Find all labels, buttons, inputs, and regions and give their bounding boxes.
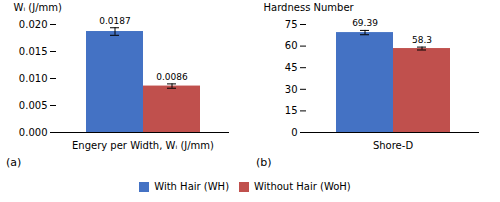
svg-text:Shore-D: Shore-D [373,140,413,151]
svg-text:Hardness Number: Hardness Number [264,2,355,13]
svg-text:15: 15 [285,105,298,116]
svg-text:0.005: 0.005 [19,100,48,111]
html-text:(a): (a) [6,156,22,169]
svg-text:45: 45 [285,62,298,73]
html-text:With Hair (WH): With Hair (WH) [154,181,229,192]
svg-text:0.000: 0.000 [19,127,48,138]
svg-text:Engery per Width, Wᵢ (J/mm): Engery per Width, Wᵢ (J/mm) [72,140,214,151]
svg-text:30: 30 [285,84,298,95]
svg-text:58.3: 58.3 [412,35,432,45]
svg-text:0.020: 0.020 [19,19,48,30]
svg-text:0.010: 0.010 [19,73,48,84]
svg-text:Wᵢ (J/mm): Wᵢ (J/mm) [14,2,63,13]
svg-text:60: 60 [285,40,298,51]
svg-text:75: 75 [285,19,298,30]
svg-text:0: 0 [291,127,297,138]
html-text:(b): (b) [256,156,272,169]
svg-text:0.015: 0.015 [19,46,48,57]
svg-text:69.39: 69.39 [352,18,378,28]
svg-text:0.0086: 0.0086 [156,72,188,82]
html-text:Without Hair (WoH): Without Hair (WoH) [254,181,351,192]
svg-text:0.0187: 0.0187 [99,16,131,26]
